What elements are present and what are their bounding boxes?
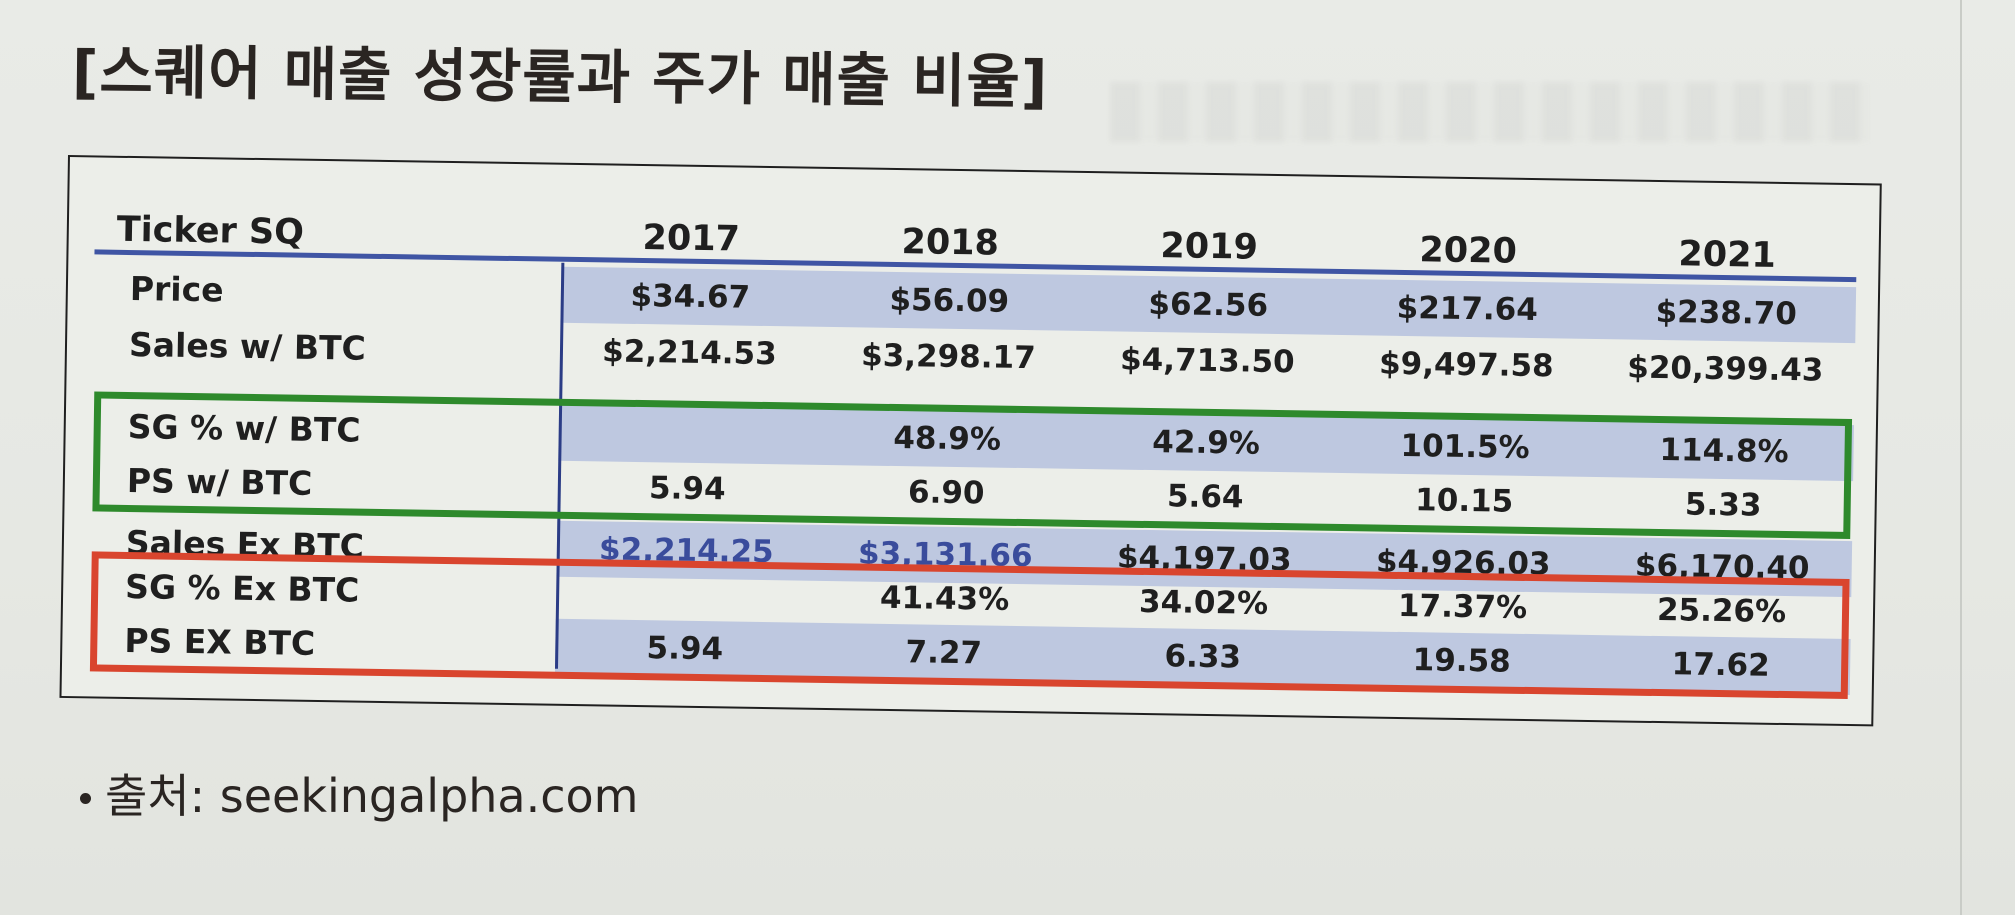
faded-background-text <box>1110 82 1870 142</box>
table-cell: $56.09 <box>889 281 1010 320</box>
data-table: Ticker SQ 2017 2018 2019 2020 2021 Price… <box>59 155 1882 746</box>
year-header: 2021 <box>1678 234 1777 276</box>
table-cell: $3,298.17 <box>860 337 1036 377</box>
year-header: 2018 <box>901 222 1000 264</box>
page-edge-rule <box>1960 0 1962 915</box>
source-text: 출처: seekingalpha.com <box>105 769 639 823</box>
row-label: Sales w/ BTC <box>128 324 367 368</box>
table-cell: $2,214.53 <box>601 333 778 373</box>
page-title: [스퀘어 매출 성장률과 주가 매출 비율] <box>71 37 1049 117</box>
table-cell: $217.64 <box>1396 289 1539 329</box>
table-cell: $4,713.50 <box>1119 341 1295 381</box>
year-header: 2017 <box>642 218 741 260</box>
year-header: 2019 <box>1160 226 1259 268</box>
table-cell: $62.56 <box>1148 285 1269 324</box>
table-cell: $238.70 <box>1655 293 1798 333</box>
bullet-icon <box>80 792 91 804</box>
row-label: Price <box>129 268 224 309</box>
source-note: 출처: seekingalpha.com <box>80 760 638 826</box>
year-header: 2020 <box>1419 230 1518 272</box>
table-cell: $34.67 <box>630 277 751 316</box>
table-cell: $20,399.43 <box>1627 349 1824 389</box>
table-cell: $9,497.58 <box>1378 345 1554 385</box>
